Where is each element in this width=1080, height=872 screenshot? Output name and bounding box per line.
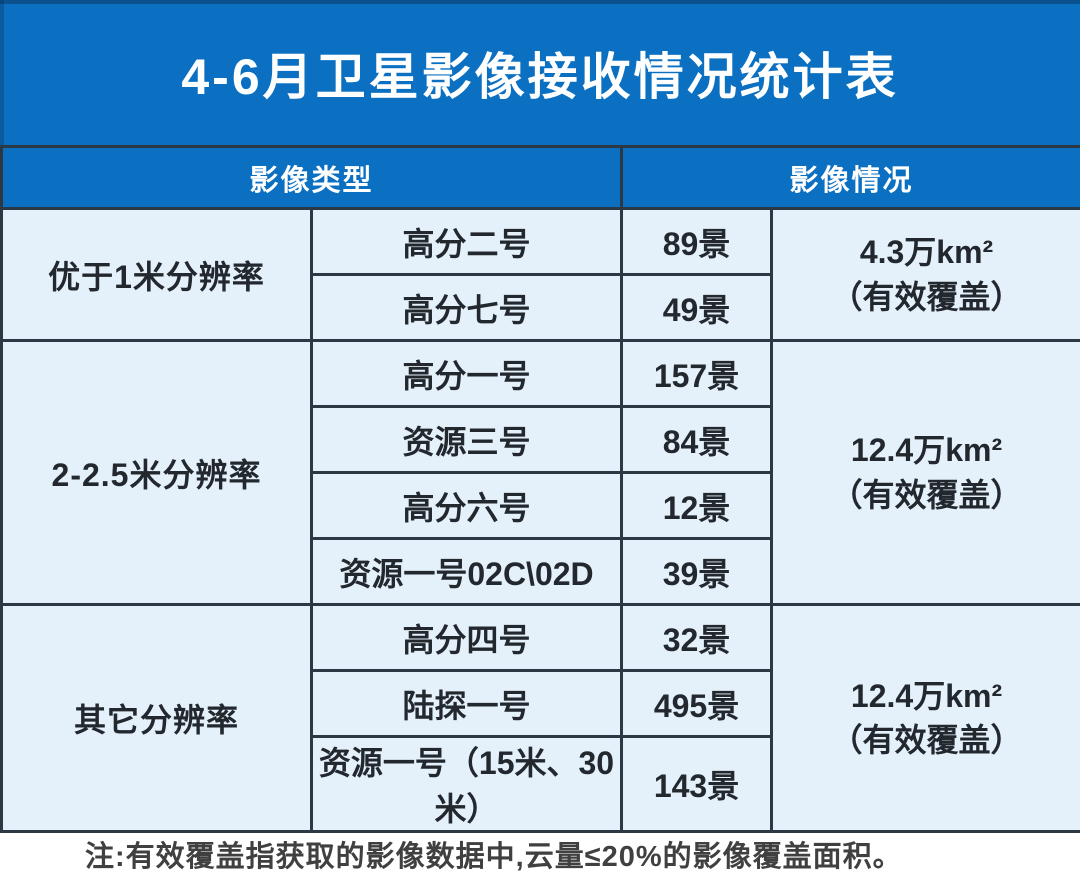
coverage-cell: 12.4万km² （有效覆盖）: [770, 339, 1080, 606]
coverage-cell: 12.4万km² （有效覆盖）: [770, 603, 1080, 833]
scene-count-cell: 84景: [620, 405, 774, 474]
satellite-name-cell: 资源一号（15米、30米）: [309, 735, 624, 833]
table-row: 优于1米分辨率 高分二号 89景 4.3万km² （有效覆盖）: [0, 207, 1080, 342]
coverage-label: （有效覆盖）: [830, 722, 1023, 758]
satellite-name-cell: 资源三号: [309, 405, 624, 474]
statistics-table: 影像类型 影像情况 优于1米分辨率 高分二号 89景 4.3万km² （有效覆盖…: [0, 145, 1080, 833]
scene-count-cell: 49景: [620, 273, 774, 342]
resolution-group-cell: 2-2.5米分辨率: [0, 339, 313, 606]
resolution-group-cell: 优于1米分辨率: [0, 207, 313, 342]
table-row: 高分七号 49景: [2, 273, 1080, 342]
satellite-name-cell: 高分六号: [309, 471, 624, 540]
header-row: 影像类型 影像情况: [0, 145, 1080, 210]
satellite-name-cell: 高分一号: [309, 339, 624, 408]
coverage-cell: 4.3万km² （有效覆盖）: [770, 207, 1080, 342]
scene-count-cell: 143景: [620, 735, 774, 833]
scene-count-cell: 39景: [620, 537, 774, 606]
scene-count-cell: 12景: [620, 471, 774, 540]
satellite-name-cell: 高分二号: [309, 207, 624, 276]
scene-count-cell: 495景: [620, 669, 774, 738]
table-row: 资源三号 84景: [2, 405, 1080, 474]
footnote: 注:有效覆盖指获取的影像数据中,云量≤20%的影像覆盖面积。: [0, 833, 1080, 872]
footnote-text: 注:有效覆盖指获取的影像数据中,云量≤20%的影像覆盖面积。: [85, 841, 903, 872]
column-header-image-status: 影像情况: [620, 145, 1080, 210]
column-header-image-type: 影像类型: [0, 145, 624, 210]
satellite-name-cell: 高分七号: [309, 273, 624, 342]
satellite-name-cell: 陆探一号: [309, 669, 624, 738]
coverage-label: （有效覆盖）: [830, 278, 1023, 315]
table-row: 资源一号02C\02D 39景: [2, 537, 1080, 606]
coverage-area: 12.4万km²: [850, 677, 1003, 714]
resolution-group-cell: 其它分辨率: [0, 603, 313, 833]
table-row: 陆探一号 495景: [2, 669, 1080, 738]
coverage-label: （有效覆盖）: [830, 476, 1023, 513]
scene-count-cell: 32景: [620, 603, 774, 672]
table-title-bar: 4-6月卫星影像接收情况统计表: [0, 0, 1080, 145]
scene-count-cell: 89景: [620, 207, 774, 276]
satellite-name-cell: 高分四号: [309, 603, 624, 672]
satellite-name-cell: 资源一号02C\02D: [309, 537, 624, 606]
table-row: 2-2.5米分辨率 高分一号 157景 12.4万km² （有效覆盖）: [0, 339, 1080, 606]
table-row: 高分六号 12景: [2, 471, 1080, 540]
page-title: 4-6月卫星影像接收情况统计表: [181, 48, 899, 105]
table-row: 资源一号（15米、30米） 143景: [2, 735, 1080, 833]
coverage-area: 12.4万km²: [850, 432, 1003, 469]
table-row: 其它分辨率 高分四号 32景 12.4万km² （有效覆盖）: [0, 603, 1080, 833]
coverage-area: 4.3万km²: [859, 234, 994, 271]
scene-count-cell: 157景: [620, 339, 774, 408]
